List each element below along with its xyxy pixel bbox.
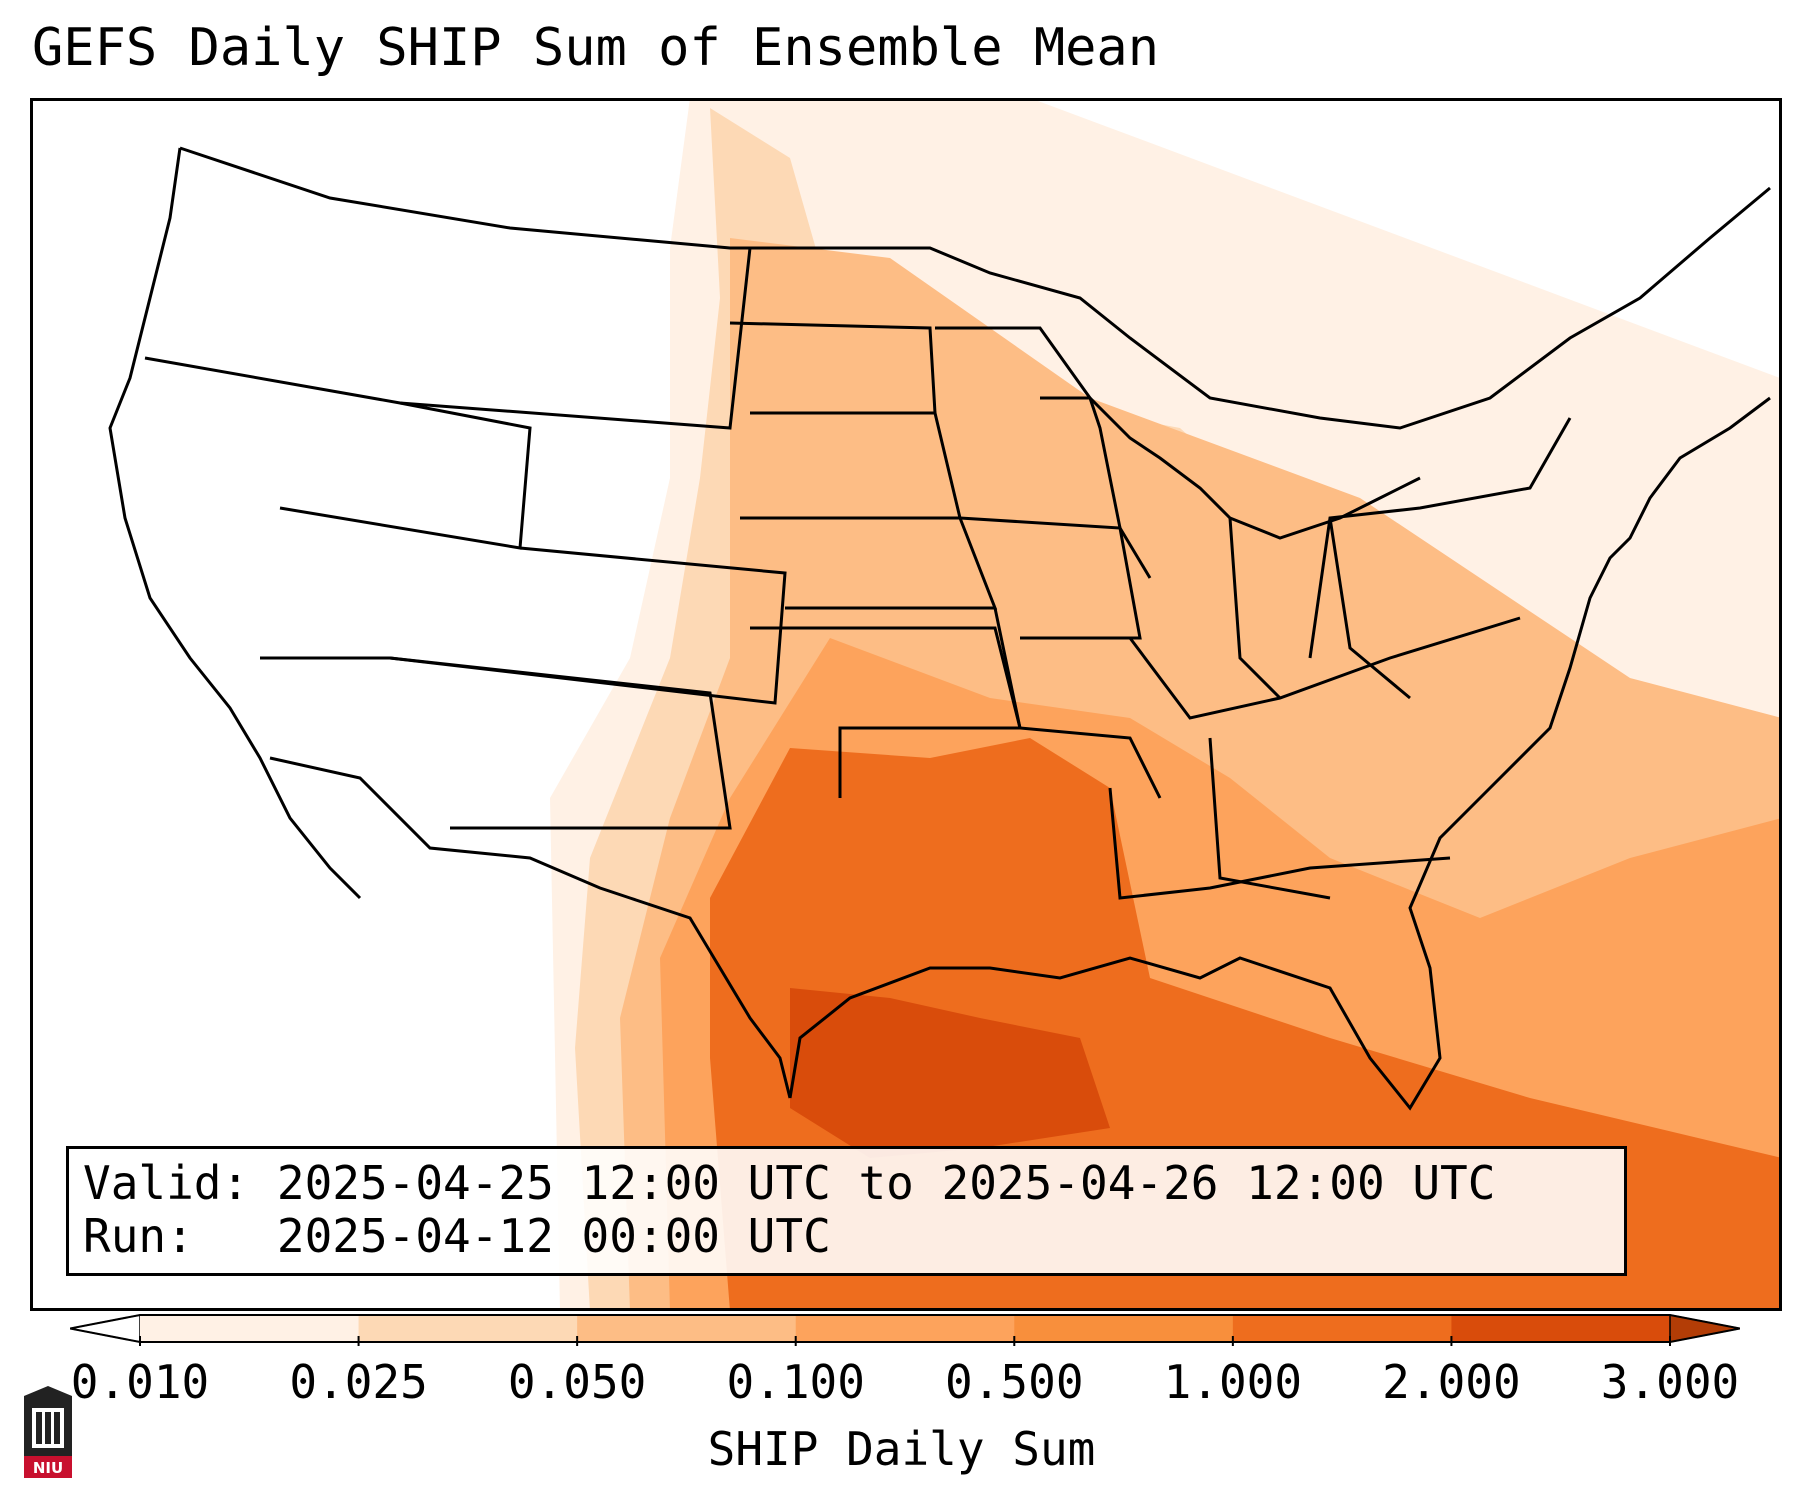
state-line-10: [959, 516, 1142, 640]
colorbar-segment: [1014, 1315, 1234, 1342]
colorbar-tick-label: 2.000: [1382, 1355, 1521, 1409]
colorbar-label: SHIP Daily Sum: [707, 1422, 1096, 1476]
chart-title: GEFS Daily SHIP Sum of Ensemble Mean: [32, 18, 1160, 78]
colorbar-tick-label: 0.025: [289, 1355, 428, 1409]
colorbar-segment: [1232, 1315, 1452, 1342]
colorbar-over-triangle: [1669, 1314, 1740, 1343]
colorbar-tick-label: 0.010: [70, 1355, 210, 1409]
state-line-2: [279, 401, 532, 550]
state-line-7: [785, 516, 998, 610]
colorbar-segment: [577, 1315, 797, 1342]
state-line-17: [1328, 517, 1411, 700]
state-line-3: [260, 546, 787, 705]
run-label: Run:: [83, 1209, 194, 1263]
valid-run-info-box: Valid: 2025-04-25 12:00 UTC to 2025-04-2…: [66, 1146, 1627, 1276]
state-line-15: [1308, 417, 1572, 659]
state-line-11: [993, 607, 1162, 799]
state-line-13: [1108, 787, 1451, 900]
state-line-1: [144, 247, 752, 430]
colorbar-tick-label: 0.500: [945, 1355, 1084, 1409]
colorbar: [70, 1311, 1740, 1346]
us-mexico-border: [269, 756, 792, 1099]
us-canada-border: [179, 146, 1771, 430]
colorbar-segment: [358, 1315, 578, 1342]
logo-text: NIU: [33, 1459, 63, 1477]
colorbar-svg: [70, 1314, 1740, 1346]
valid-label: Valid:: [83, 1156, 250, 1210]
great-lakes: [1040, 396, 1421, 540]
boundaries: [108, 146, 1771, 1111]
state-line-4: [389, 656, 732, 830]
colorbar-segment: [1451, 1315, 1671, 1342]
run-value: 2025-04-12 00:00 UTC: [276, 1209, 831, 1263]
map-svg: [30, 98, 1782, 1311]
colorbar-tick-label: 0.050: [507, 1355, 647, 1409]
state-line-16: [1228, 517, 1282, 700]
colorbar-tick-label: 0.100: [726, 1355, 865, 1409]
precip-band-6: [790, 988, 1110, 1158]
state-line-14: [1208, 737, 1331, 900]
colorbar-segment: [140, 1315, 360, 1342]
colorbar-tick-label: 3.000: [1600, 1355, 1740, 1409]
colorbar-under-triangle: [70, 1314, 141, 1343]
map-frame: [30, 98, 1782, 1311]
west-coast: [108, 147, 362, 900]
map-panel: [30, 98, 1782, 1311]
gulf-coast: [788, 396, 1771, 1111]
state-line-9: [935, 326, 1152, 579]
colorbar-tick-label: 1.000: [1163, 1355, 1303, 1409]
niu-logo: NIU: [20, 1384, 76, 1480]
colorbar-segment: [795, 1315, 1015, 1342]
valid-value: 2025-04-25 12:00 UTC to 2025-04-26 12:00…: [276, 1156, 1496, 1210]
